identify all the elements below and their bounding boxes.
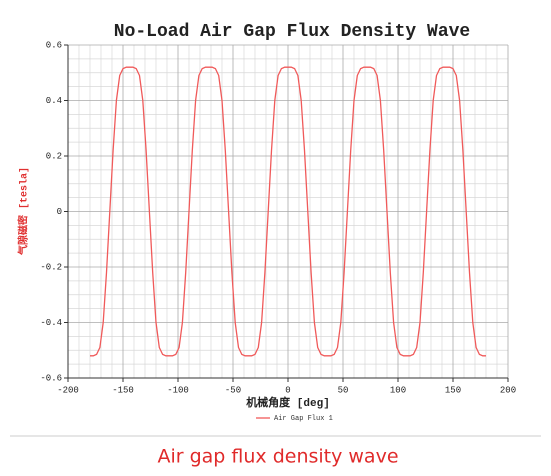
x-tick-label: 50	[338, 385, 349, 395]
y-tick-label: 0.4	[46, 96, 62, 106]
x-tick-label: -100	[167, 385, 189, 395]
legend-label: Air Gap Flux 1	[274, 415, 333, 423]
y-tick-label: 0.6	[46, 40, 62, 50]
y-axis-label: 气隙磁密 [tesla]	[17, 167, 31, 256]
x-axis-label: 机械角度 [deg]	[246, 395, 330, 410]
chart-title: No-Load Air Gap Flux Density Wave	[114, 22, 470, 42]
x-tick-label: 0	[285, 385, 290, 395]
y-tick-label: -0.4	[40, 318, 62, 328]
y-tick-label: 0.2	[46, 151, 62, 161]
x-tick-label: -150	[112, 385, 134, 395]
y-tick-label: -0.6	[40, 373, 62, 383]
x-tick-label: -50	[225, 385, 241, 395]
x-tick-label: -200	[57, 385, 79, 395]
caption: Air gap flux density wave	[157, 446, 398, 468]
x-tick-label: 200	[500, 385, 516, 395]
y-tick-label: -0.2	[40, 262, 62, 272]
x-tick-label: 150	[445, 385, 461, 395]
data-line	[90, 66, 486, 357]
x-tick-label: 100	[390, 385, 406, 395]
y-tick-label: 0	[57, 207, 62, 217]
